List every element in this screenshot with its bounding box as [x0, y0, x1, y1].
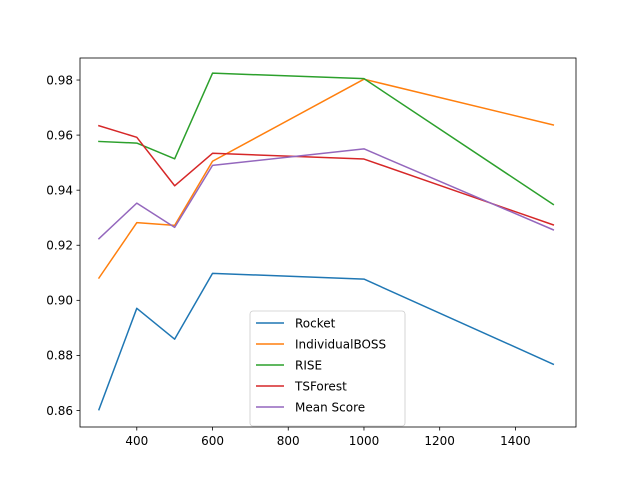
y-tick-label: 0.92 [46, 239, 73, 253]
x-axis: 400 600 800 1000 1200 1400 [125, 427, 531, 448]
legend-box [249, 310, 406, 427]
series-line-rocket [97, 272, 555, 411]
y-axis: 0.86 0.88 0.90 0.92 0.94 0.96 0.98 [46, 73, 80, 418]
y-tick-label: 0.86 [46, 404, 73, 418]
x-tick-label: 1200 [424, 434, 455, 448]
legend: Rocket IndividualBOSS RISE TSForest Mean Sco… [249, 310, 406, 427]
plot-frame [79, 57, 577, 428]
series-line-mean-score [97, 148, 555, 240]
x-tick-label: 400 [125, 434, 148, 448]
y-tick-label: 0.98 [46, 73, 73, 87]
series-line-rise [98, 72, 555, 206]
legend-label: RISE [295, 358, 322, 372]
y-tick-label: 0.90 [46, 294, 73, 308]
x-tick-label: 1000 [349, 434, 380, 448]
y-tick-label: 0.96 [46, 128, 73, 142]
y-tick-label: 0.88 [46, 349, 73, 363]
plot-lines [97, 72, 555, 411]
series-line-individualboss [97, 78, 555, 280]
x-tick-label: 600 [201, 434, 224, 448]
legend-label: TSForest [294, 379, 347, 393]
x-tick-label: 1400 [500, 434, 531, 448]
x-tick-label: 800 [277, 434, 300, 448]
legend-label: IndividualBOSS [295, 337, 386, 351]
series-line-tsforest [97, 124, 555, 226]
legend-label: Rocket [295, 316, 336, 330]
legend-label: Mean Score [295, 400, 365, 414]
y-tick-label: 0.94 [46, 183, 73, 197]
